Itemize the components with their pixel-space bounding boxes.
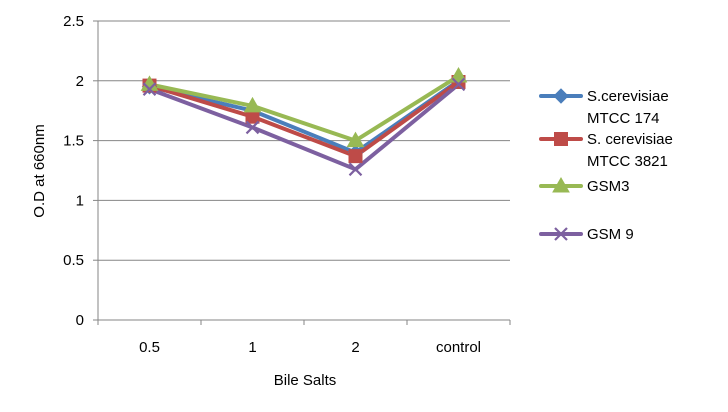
legend-entry-0: S.cerevisiae MTCC 174: [539, 88, 669, 127]
legend-marker-2: [552, 176, 570, 193]
legend-entry-3: GSM 9: [539, 226, 634, 243]
legend: S.cerevisiae MTCC 174 S. cerevisiae MTCC 38…: [539, 88, 673, 243]
x-tick-label-3: control: [436, 339, 481, 356]
y-tick-label-0: 0: [76, 312, 84, 329]
legend-entry-1: S. cerevisiae MTCC 3821: [539, 131, 673, 170]
data-markers: [140, 67, 468, 177]
y-tick-label-2: 1: [76, 192, 84, 209]
data-point-s2-1: [243, 96, 262, 113]
legend-marker-3: [554, 227, 568, 241]
legend-label-1-0: S. cerevisiae: [587, 131, 673, 148]
legend-label-0-0: S.cerevisiae: [587, 88, 669, 105]
data-point-s3-3: [451, 77, 466, 92]
data-point-s2-3: [449, 67, 468, 83]
series-line-1: [147, 79, 461, 159]
y-tick-label-1: 0.5: [63, 252, 84, 269]
legend-label-2-0: GSM3: [587, 178, 630, 195]
data-point-s3-0: [142, 82, 157, 96]
legend-label-0-1: MTCC 174: [587, 110, 660, 127]
x-tick-label-2: 2: [351, 339, 359, 356]
series-line-2: [147, 74, 461, 143]
y-tick-label-5: 2.5: [63, 13, 84, 30]
series-line-3: [147, 82, 461, 172]
legend-label-3-0: GSM 9: [587, 226, 634, 243]
legend-label-1-1: MTCC 3821: [587, 153, 668, 170]
legend-entry-2: GSM3: [539, 176, 630, 195]
legend-marker-1: [554, 132, 568, 146]
x-tick-label-0: 0.5: [139, 339, 160, 356]
data-point-s2-2: [346, 131, 365, 148]
y-axis-title: O.D at 660nm: [31, 124, 48, 217]
y-tick-label-3: 1.5: [63, 133, 84, 150]
y-tick-label-4: 2: [76, 73, 84, 90]
data-point-s3-2: [348, 162, 363, 177]
legend-marker-0: [553, 88, 569, 104]
x-axis-title: Bile Salts: [274, 372, 337, 389]
x-tick-label-1: 1: [248, 339, 256, 356]
data-point-s3-1: [245, 120, 260, 135]
series-lines: [147, 74, 461, 172]
axes: 0 0.5 1 1.5 2 2.5 0.5 1 2 control: [63, 13, 511, 356]
data-point-s1-2: [348, 149, 363, 164]
gridlines: [98, 20, 510, 261]
